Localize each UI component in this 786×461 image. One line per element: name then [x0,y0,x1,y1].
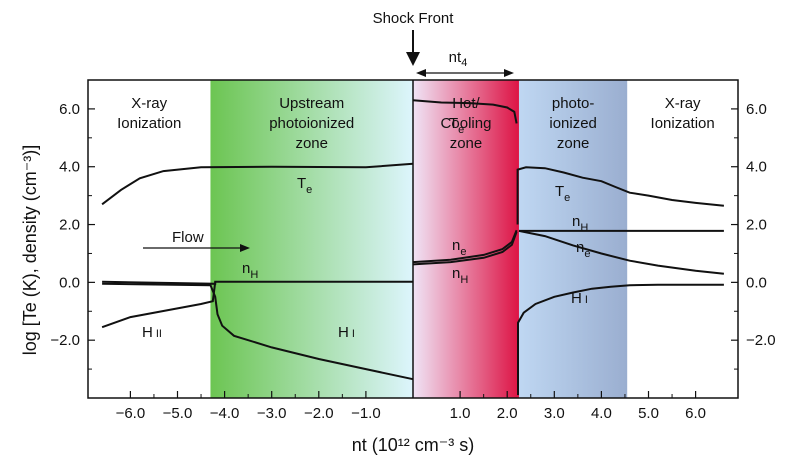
nh-hot-label: nH [452,265,468,286]
series-line [516,166,725,225]
x-tick-label: 5.0 [638,405,659,422]
x-tick-label: 3.0 [544,405,565,422]
y-tick-label-right: 0.0 [746,274,767,291]
ne-hot-label: ne [452,237,466,258]
nt4-arrowhead-right [504,69,514,77]
x-tick-label: 1.0 [450,405,471,422]
y-tick-label-left: 6.0 [59,101,80,118]
series-line [518,229,725,275]
series-line [101,162,414,206]
zone-band [413,80,519,398]
y-tick-label-right: 6.0 [746,101,767,118]
zone-band [627,80,738,398]
x-tick-label: −2.0 [304,405,334,422]
zone-labels: X-ray Ionization Upstream photoionized zone H… [117,95,715,152]
x-tick-label: −5.0 [163,405,193,422]
nt4-label: nt4 [449,49,468,69]
series-curves [101,99,725,396]
x-tick-label: 6.0 [685,405,706,422]
x-tick-label: 4.0 [591,405,612,422]
hii-label: H II [142,324,162,341]
series-line [102,282,414,381]
x-tick-label: −3.0 [257,405,287,422]
x-tick-label: −6.0 [116,405,146,422]
zone-backgrounds [88,80,738,398]
flow-arrowhead [240,244,250,252]
y-axis-title: log [Te (K), density (cm⁻³)] [20,145,40,356]
ne-photo-label: ne [576,239,590,260]
y-tick-label-left: 2.0 [59,217,80,234]
zone-band [210,80,413,398]
zone-label: Hot/Cooling zone [441,95,492,152]
shock-front-arrowhead [406,52,420,66]
flow-label: Flow [172,229,204,246]
x-tick-label: −1.0 [351,405,381,422]
series-line [412,231,518,266]
shock-front-label: Shock Front [373,10,455,27]
zone-label: photo-ionized zone [549,95,597,152]
zone-label: X-ray Ionization [651,95,715,132]
zone-label: X-ray Ionization [117,95,181,132]
series-line [412,99,518,124]
axis-tick-labels: −6.0 −5.0 −4.0 −3.0 −2.0 −1.0 1.0 2.0 3.0 4.0 5.0 6… [50,101,775,422]
y-tick-label-left: −2.0 [50,332,80,349]
zone-label: Upstream photoionized zone [269,95,354,152]
y-tick-label-left: 0.0 [59,274,80,291]
x-axis-title: nt (10¹² cm⁻³ s) [352,435,475,455]
series-line [101,282,217,329]
zone-band [88,80,211,398]
te-upstream-label: Te [297,175,312,196]
y-tick-label-left: 4.0 [59,159,80,176]
x-tick-label: −4.0 [210,405,240,422]
te-hot-label: Te [449,115,464,136]
zone-band [518,80,628,398]
te-photo-label: Te [555,183,570,204]
y-tick-label-right: 4.0 [746,159,767,176]
y-tick-label-right: −2.0 [746,332,776,349]
axis-ticks [88,108,738,398]
nt4-arrowhead-left [416,69,426,77]
y-tick-label-right: 2.0 [746,217,767,234]
x-tick-label: 2.0 [497,405,518,422]
nh-upstream-label: nH [242,260,258,281]
nh-photo-label: nH [572,213,588,234]
series-line [517,283,724,396]
